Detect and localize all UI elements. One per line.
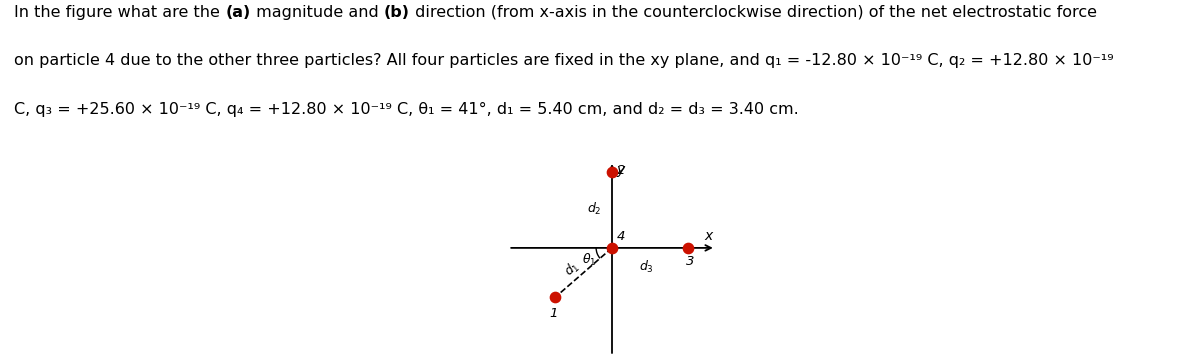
Point — [602, 169, 622, 175]
Text: direction (from x-axis in the counterclockwise direction) of the net electrostat: direction (from x-axis in the counterclo… — [409, 5, 1097, 20]
Text: 2: 2 — [617, 164, 625, 177]
Text: $d_1$: $d_1$ — [562, 258, 583, 280]
Text: 3: 3 — [686, 256, 695, 269]
Text: In the figure what are the: In the figure what are the — [14, 5, 226, 20]
Text: y: y — [616, 163, 624, 177]
Text: $\theta_1$: $\theta_1$ — [582, 252, 596, 268]
Text: $d_2$: $d_2$ — [587, 201, 601, 216]
Text: x: x — [704, 229, 713, 243]
Text: on particle 4 due to the other three particles? All four particles are fixed in : on particle 4 due to the other three par… — [14, 53, 1114, 68]
Text: 4: 4 — [617, 230, 625, 243]
Text: $d_3$: $d_3$ — [640, 258, 654, 275]
Point — [602, 245, 622, 251]
Point — [545, 295, 564, 300]
Text: (b): (b) — [384, 5, 409, 20]
Point — [678, 245, 697, 251]
Text: magnitude and: magnitude and — [251, 5, 384, 20]
Text: 1: 1 — [550, 307, 558, 320]
Text: (a): (a) — [226, 5, 251, 20]
Text: C, q₃ = +25.60 × 10⁻¹⁹ C, q₄ = +12.80 × 10⁻¹⁹ C, θ₁ = 41°, d₁ = 5.40 cm, and d₂ : C, q₃ = +25.60 × 10⁻¹⁹ C, q₄ = +12.80 × … — [14, 102, 799, 117]
